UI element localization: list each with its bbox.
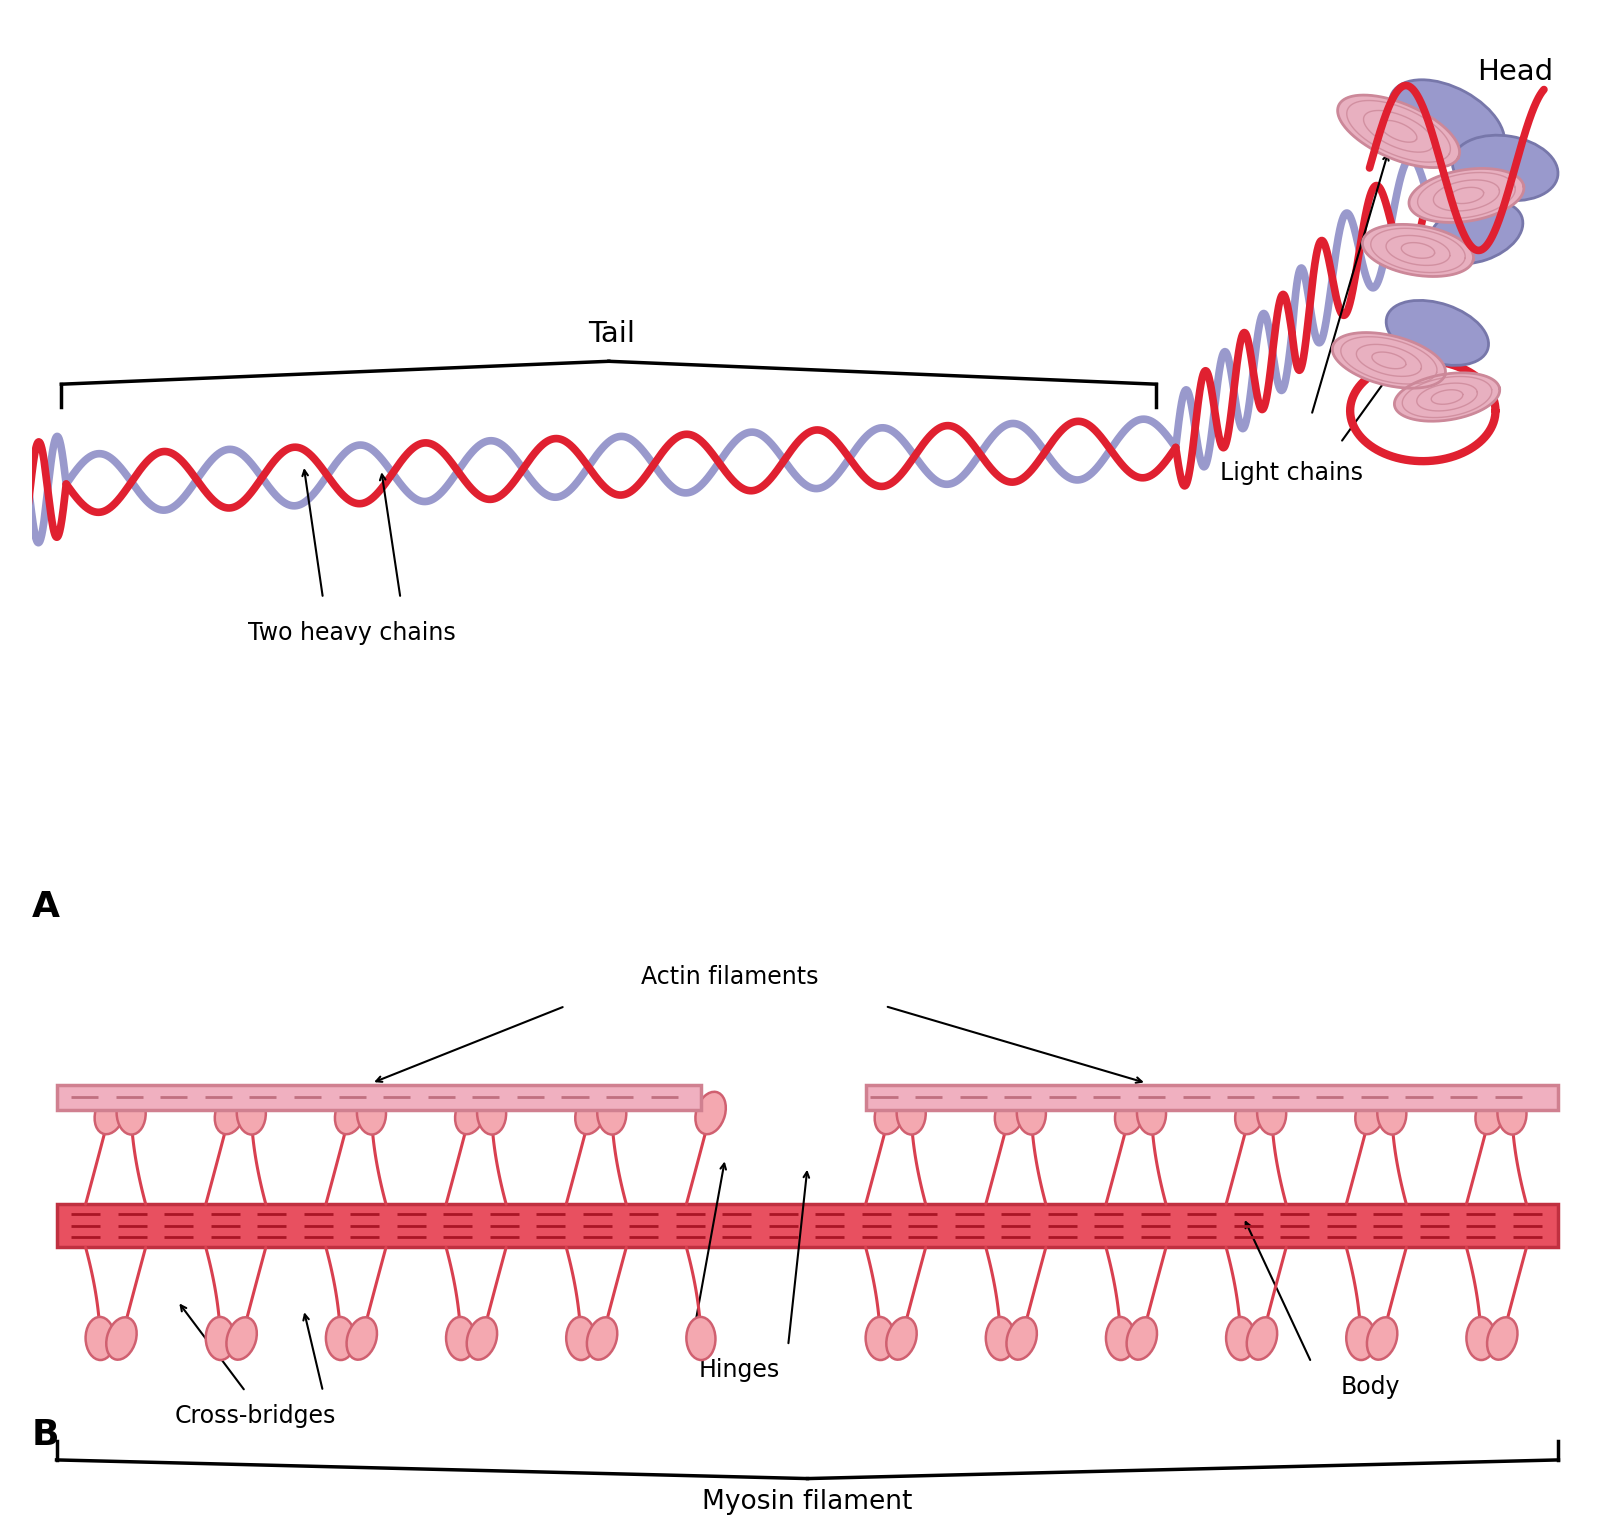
Bar	[865, 1084, 1558, 1110]
Polygon shape	[1336, 95, 1459, 168]
Ellipse shape	[1006, 1318, 1036, 1359]
Ellipse shape	[994, 1092, 1025, 1135]
Ellipse shape	[466, 1318, 497, 1359]
Text: Myosin filament: Myosin filament	[702, 1489, 912, 1515]
Ellipse shape	[1127, 1318, 1156, 1359]
Ellipse shape	[1428, 200, 1522, 264]
Ellipse shape	[86, 1316, 115, 1361]
Ellipse shape	[326, 1316, 355, 1361]
Ellipse shape	[1451, 136, 1558, 200]
Polygon shape	[1362, 224, 1472, 276]
Ellipse shape	[455, 1092, 486, 1135]
Ellipse shape	[357, 1092, 386, 1135]
Bar	[56, 1205, 1558, 1248]
Ellipse shape	[1106, 1316, 1135, 1361]
Text: Body: Body	[1340, 1374, 1399, 1399]
Ellipse shape	[116, 1092, 145, 1135]
Polygon shape	[1407, 168, 1524, 223]
Ellipse shape	[107, 1318, 137, 1359]
Ellipse shape	[567, 1316, 596, 1361]
Text: Actin filaments: Actin filaments	[641, 965, 818, 989]
Ellipse shape	[865, 1316, 894, 1361]
Ellipse shape	[1486, 1318, 1517, 1359]
Ellipse shape	[347, 1318, 376, 1359]
Ellipse shape	[575, 1092, 605, 1135]
Ellipse shape	[1346, 1316, 1375, 1361]
Text: Cross-bridges: Cross-bridges	[174, 1403, 336, 1428]
Ellipse shape	[95, 1092, 124, 1135]
Ellipse shape	[205, 1316, 234, 1361]
Ellipse shape	[1466, 1316, 1495, 1361]
Ellipse shape	[1256, 1092, 1285, 1135]
Ellipse shape	[686, 1316, 715, 1361]
Ellipse shape	[886, 1318, 917, 1359]
Ellipse shape	[875, 1092, 904, 1135]
Ellipse shape	[1354, 1092, 1385, 1135]
Ellipse shape	[1385, 301, 1488, 365]
Ellipse shape	[1235, 1092, 1265, 1135]
Text: A: A	[32, 890, 60, 924]
Polygon shape	[1393, 373, 1499, 421]
Ellipse shape	[445, 1316, 475, 1361]
Ellipse shape	[1136, 1092, 1165, 1135]
Ellipse shape	[1365, 1318, 1396, 1359]
Ellipse shape	[334, 1092, 365, 1135]
Ellipse shape	[237, 1092, 266, 1135]
Bar	[56, 1084, 700, 1110]
Ellipse shape	[896, 1092, 925, 1135]
Ellipse shape	[215, 1092, 245, 1135]
Ellipse shape	[1225, 1316, 1254, 1361]
Ellipse shape	[586, 1318, 617, 1359]
Text: Two heavy chains: Two heavy chains	[249, 621, 455, 646]
Ellipse shape	[1246, 1318, 1277, 1359]
Polygon shape	[1332, 333, 1445, 388]
Text: Head: Head	[1475, 58, 1553, 86]
Text: Tail: Tail	[587, 319, 634, 348]
Ellipse shape	[1114, 1092, 1144, 1135]
Text: B: B	[31, 1419, 58, 1452]
Ellipse shape	[1377, 1092, 1406, 1135]
Ellipse shape	[1475, 1092, 1504, 1135]
Ellipse shape	[1017, 1092, 1046, 1135]
Ellipse shape	[597, 1092, 626, 1135]
Text: Light chains: Light chains	[1220, 461, 1362, 486]
Text: Hinges: Hinges	[699, 1359, 780, 1382]
Ellipse shape	[1388, 79, 1504, 165]
Ellipse shape	[1496, 1092, 1525, 1135]
Ellipse shape	[226, 1318, 257, 1359]
Ellipse shape	[985, 1316, 1014, 1361]
Ellipse shape	[696, 1092, 725, 1135]
Ellipse shape	[476, 1092, 505, 1135]
